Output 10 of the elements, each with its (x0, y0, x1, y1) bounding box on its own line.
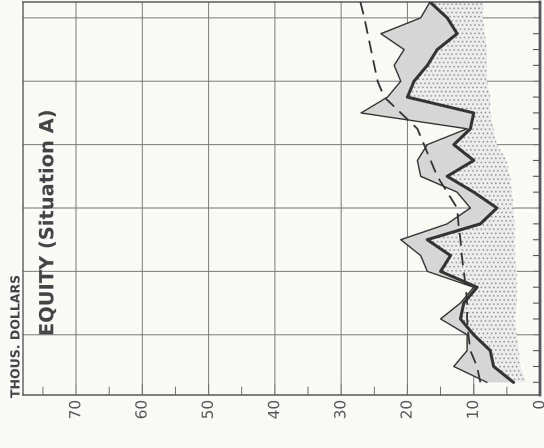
x-tick-label: 50 (201, 400, 214, 418)
x-tick-label: 40 (268, 400, 280, 419)
x-tick-label: 20 (400, 400, 412, 418)
x-tick-label: 30 (334, 400, 346, 418)
x-tick-label: 0 (532, 400, 544, 409)
text: THOUS. DOLLARS (10, 276, 20, 398)
text: EQUITY (Situation A) (38, 111, 56, 334)
x-tick-label: 70 (68, 400, 80, 418)
x-tick-label: 10 (466, 400, 478, 418)
x-tick-label: 60 (135, 400, 147, 418)
